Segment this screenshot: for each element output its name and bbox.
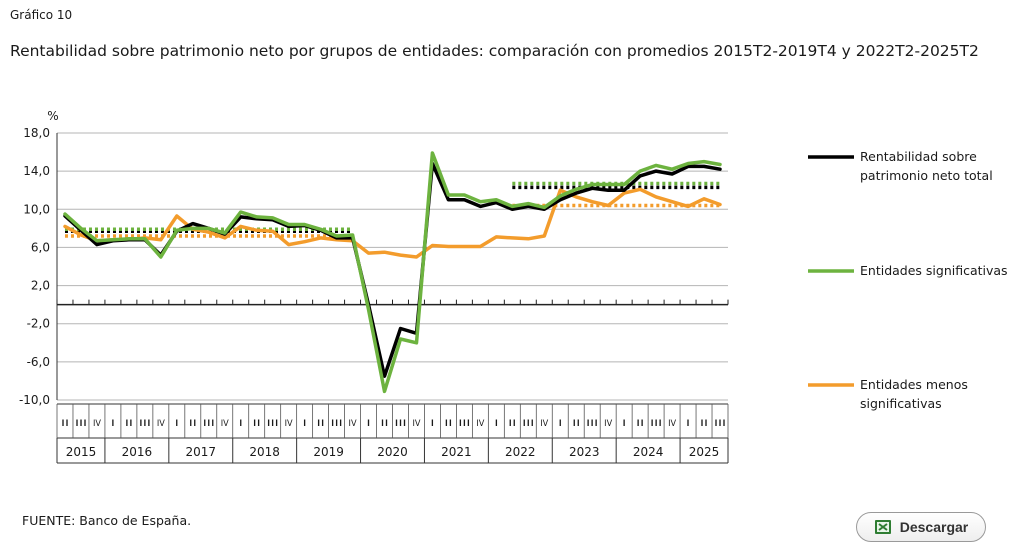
quarter-label: II — [444, 419, 452, 429]
quarter-label: I — [558, 419, 562, 429]
chart-title: Rentabilidad sobre patrimonio neto por g… — [10, 42, 979, 60]
quarter-label: I — [367, 419, 371, 429]
quarter-label: IV — [221, 419, 230, 429]
quarter-label: IV — [285, 419, 294, 429]
quarter-label: I — [622, 419, 626, 429]
quarter-label: II — [317, 419, 325, 429]
year-label: 2025 — [689, 445, 720, 459]
y-tick-label: -2,0 — [27, 317, 50, 331]
quarter-label: III — [650, 419, 662, 429]
year-label: 2022 — [505, 445, 536, 459]
quarter-label: IV — [540, 419, 549, 429]
year-label: 2015 — [66, 445, 97, 459]
quarter-label: I — [111, 419, 115, 429]
quarter-label: II — [636, 419, 644, 429]
quarter-label: II — [61, 419, 69, 429]
download-label: Descargar — [899, 519, 969, 535]
quarter-label: IV — [476, 419, 485, 429]
y-tick-label: -10,0 — [19, 393, 50, 407]
quarter-label: III — [75, 419, 87, 429]
quarter-label: IV — [412, 419, 421, 429]
legend-label: Entidades significativas — [860, 263, 1008, 278]
y-tick-label: 6,0 — [31, 240, 50, 254]
source-note: FUENTE: Banco de España. — [22, 513, 192, 528]
year-label: 2020 — [377, 445, 408, 459]
quarter-label: IV — [668, 419, 677, 429]
line-chart: 18,014,010,06,02,0-2,0-6,0-10,0%II III IV I… — [19, 109, 1008, 464]
quarter-label: IV — [349, 419, 358, 429]
quarter-label: IV — [157, 419, 166, 429]
quarter-label: III — [331, 419, 343, 429]
quarter-label: II — [253, 419, 261, 429]
y-tick-label: 10,0 — [23, 202, 50, 216]
quarter-label: III — [522, 419, 534, 429]
quarter-label: III — [586, 419, 598, 429]
y-tick-label: 18,0 — [23, 126, 50, 140]
spreadsheet-icon — [874, 520, 891, 534]
quarter-label: III — [139, 419, 151, 429]
quarter-label: IV — [93, 419, 102, 429]
year-label: 2021 — [441, 445, 472, 459]
legend-label: patrimonio neto total — [860, 168, 993, 183]
y-axis-unit: % — [47, 109, 58, 123]
year-label: 2019 — [313, 445, 344, 459]
series-line — [63, 187, 722, 259]
quarter-label: III — [203, 419, 215, 429]
series-line — [63, 151, 722, 394]
quarter-label: III — [394, 419, 406, 429]
quarter-label: II — [508, 419, 516, 429]
quarter-label: II — [125, 419, 133, 429]
legend-label: Rentabilidad sobre — [860, 149, 977, 164]
legend-label: Entidades menos — [860, 377, 968, 392]
year-label: 2017 — [186, 445, 217, 459]
y-tick-label: -6,0 — [27, 355, 50, 369]
quarter-label: I — [686, 419, 690, 429]
quarter-label: III — [267, 419, 279, 429]
year-label: 2024 — [633, 445, 664, 459]
y-tick-label: 2,0 — [31, 279, 50, 293]
quarter-label: III — [714, 419, 726, 429]
quarter-label: II — [572, 419, 580, 429]
quarter-label: IV — [604, 419, 613, 429]
quarter-label: I — [494, 419, 498, 429]
quarter-label: III — [458, 419, 470, 429]
quarter-label: I — [430, 419, 434, 429]
quarter-label: II — [700, 419, 708, 429]
quarter-label: II — [381, 419, 389, 429]
quarter-label: II — [189, 419, 197, 429]
quarter-label: I — [303, 419, 307, 429]
graph-number: Gráfico 10 — [10, 8, 73, 22]
year-label: 2018 — [249, 445, 280, 459]
legend-label: significativas — [860, 396, 942, 411]
y-tick-label: 14,0 — [23, 164, 50, 178]
download-button[interactable]: Descargar — [856, 512, 986, 542]
year-label: 2023 — [569, 445, 600, 459]
year-label: 2016 — [122, 445, 153, 459]
quarter-label: I — [239, 419, 243, 429]
quarter-label: I — [175, 419, 179, 429]
